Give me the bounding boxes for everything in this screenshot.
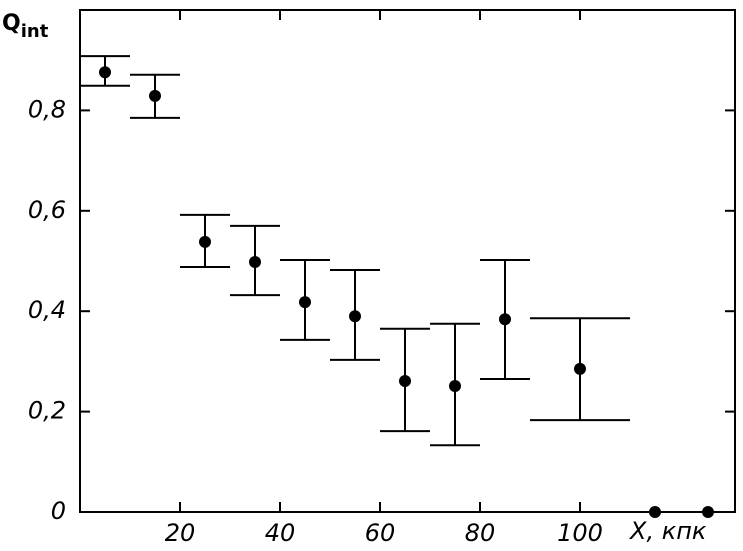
point (499, 313, 511, 326)
y-axis-label: Qint (2, 11, 49, 42)
y-label-main: Q (2, 11, 21, 36)
y-tick-label: 0,4 (28, 296, 66, 324)
point (349, 310, 361, 323)
point (249, 256, 261, 269)
x-tick-label: 100 (557, 519, 603, 547)
point (299, 296, 311, 309)
x-tick-label: 60 (365, 519, 396, 547)
point (449, 379, 461, 392)
y-tick-label: 0,2 (28, 397, 66, 425)
y-tick-label: 0,6 (28, 196, 66, 224)
point (702, 506, 714, 518)
x-tick-label: 40 (265, 519, 296, 547)
x-tick-label: 80 (465, 519, 496, 547)
x-tick-label: 20 (165, 519, 196, 547)
y-tick-label: 0 (51, 497, 66, 525)
point (99, 66, 111, 79)
point (199, 235, 211, 248)
y-tick-label: 0,8 (28, 95, 66, 123)
point (149, 89, 161, 102)
point (574, 362, 586, 375)
plot-frame (79, 9, 736, 513)
y-label-subscript: int (21, 21, 49, 42)
point (399, 374, 411, 387)
x-axis-label: X, кпк (628, 517, 707, 545)
point (649, 506, 661, 518)
